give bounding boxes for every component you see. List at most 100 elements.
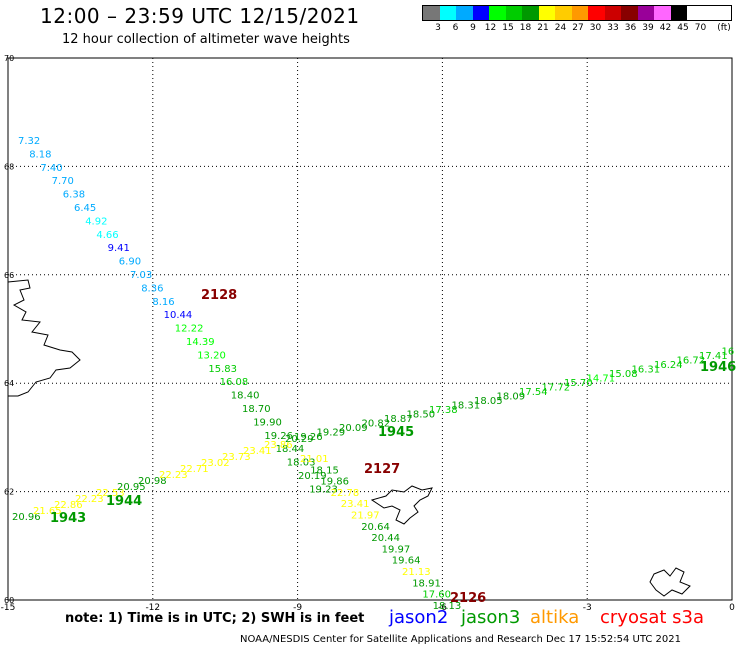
pass-label: 1943: [50, 511, 86, 526]
track-value: 18.91: [412, 578, 441, 589]
legend-label: 27: [572, 23, 584, 33]
track-value: 21.01: [300, 454, 329, 465]
track-value: 13.20: [197, 350, 226, 361]
track-value: 21.97: [351, 511, 380, 522]
legend-swatches: [422, 5, 732, 21]
legend-swatch: [621, 6, 638, 20]
track-value: 16: [722, 347, 735, 358]
legend-label: 6: [452, 23, 459, 33]
satellite-label-altika: altika: [530, 607, 580, 628]
legend-swatch: [423, 6, 440, 20]
lon-tick-label: -9: [293, 603, 302, 613]
legend-swatch: [571, 6, 588, 20]
track-value: 20.29: [285, 434, 314, 445]
track-value: 23.41: [341, 499, 370, 510]
track-value: 16.24: [654, 360, 683, 371]
lon-tick-label: -15: [1, 603, 16, 613]
legend-swatch: [637, 6, 654, 20]
track-value: 23.02: [201, 458, 230, 469]
track-value: 18.31: [452, 401, 481, 412]
track-value: 16.72: [677, 356, 706, 367]
legend-swatch: [670, 6, 687, 20]
track-value: 19.64: [392, 556, 421, 567]
legend-swatch: [472, 6, 489, 20]
legend-label: 12: [484, 23, 497, 33]
legend-label: 24: [554, 23, 567, 33]
legend-swatch: [604, 6, 621, 20]
legend-label: 3: [435, 23, 441, 33]
pass-label: 1944: [106, 494, 142, 509]
track-value: 22.71: [180, 464, 209, 475]
track-value: 20.96: [12, 512, 41, 523]
legend-label: 42: [659, 23, 672, 33]
legend-swatch: [555, 6, 572, 20]
track-value: 20.82: [362, 419, 391, 430]
lon-tick-label: -12: [145, 603, 160, 613]
track-value: 12.22: [175, 324, 204, 335]
track-value: 6.45: [74, 203, 96, 214]
track-value: 23.73: [222, 452, 251, 463]
track-value: 19.29: [317, 428, 346, 439]
pass-label: 2126: [450, 591, 486, 606]
page-title: 12:00 – 23:59 UTC 12/15/2021: [40, 4, 360, 28]
lat-tick-label: 66: [4, 271, 14, 280]
lon-tick-label: -3: [583, 603, 592, 613]
track-value: 18.87: [384, 414, 413, 425]
lat-tick-label: 70: [4, 54, 14, 63]
footer-note: note: 1) Time is in UTC; 2) SWH is in fe…: [65, 611, 365, 626]
legend-label: 30: [589, 23, 602, 33]
legend-labels: 3 6 9 12 15 18 21 24 27 30 33 36 39 42 45 70 (ft): [422, 23, 732, 35]
page-subtitle: 12 hour collection of altimeter wave hei…: [62, 32, 350, 47]
track-value: 20.64: [361, 522, 390, 533]
track-value: 22.78: [331, 488, 360, 499]
lat-tick-label: 62: [4, 488, 14, 497]
track-value: 4.92: [85, 216, 107, 227]
legend-unit: (ft): [717, 23, 731, 33]
track-value: 7.70: [52, 176, 74, 187]
legend-swatch: [505, 6, 522, 20]
color-legend: 3 6 9 12 15 18 21 24 27 30 33 36 39 42 45 70 (ft): [422, 5, 732, 35]
track-value: 20.09: [339, 423, 368, 434]
track-value: 14.71: [587, 374, 616, 385]
track-value: 20.44: [371, 533, 400, 544]
track-value: 20.19: [298, 471, 327, 482]
satellite-label-jason2: jason2: [389, 607, 449, 628]
track-value: 18.44: [276, 444, 305, 455]
track-value: 20.98: [138, 476, 167, 487]
track-value: 17.72: [542, 383, 571, 394]
track-value: 18.13: [433, 601, 462, 612]
track-value: 22.23: [159, 470, 188, 481]
track-value: 19.23: [309, 484, 338, 495]
track-value: 9.41: [108, 243, 130, 254]
legend-label: 9: [470, 23, 476, 33]
legend-label: 18: [519, 23, 532, 33]
track-value: 8.16: [152, 297, 174, 308]
track-value: 19.90: [253, 417, 282, 428]
lat-tick-label: 68: [4, 162, 14, 171]
lon-tick-label: -6: [438, 603, 447, 613]
track-value: 4.66: [96, 230, 118, 241]
credit-line: NOAA/NESDIS Center for Satellite Applica…: [240, 634, 682, 645]
track-value: 14.39: [186, 337, 215, 348]
faroe-islands-coastline: [370, 485, 433, 525]
legend-label: 36: [624, 23, 637, 33]
legend-label: 39: [642, 23, 654, 33]
satellite-label-cryosat-s3a: cryosat s3a: [600, 607, 705, 628]
track-value: 18.70: [242, 404, 271, 415]
track-value: 17.54: [519, 387, 548, 398]
track-value: 8.36: [141, 283, 163, 294]
track-value: 6.90: [119, 257, 141, 268]
legend-swatch: [538, 6, 555, 20]
pass-label: 2127: [364, 462, 400, 477]
track-value: 19.97: [382, 544, 411, 555]
legend-label: 45: [677, 23, 689, 33]
track-value: 17.41: [699, 351, 728, 362]
track-value: 16.08: [220, 377, 249, 388]
track-value: 15.70: [564, 378, 593, 389]
track-value: 21.65: [33, 506, 62, 517]
legend-swatch: [588, 6, 605, 20]
track-value: 18.03: [287, 458, 316, 469]
track-value: 17.38: [429, 405, 458, 416]
legend-swatch: [489, 6, 506, 20]
track-value: 18.09: [497, 392, 526, 403]
